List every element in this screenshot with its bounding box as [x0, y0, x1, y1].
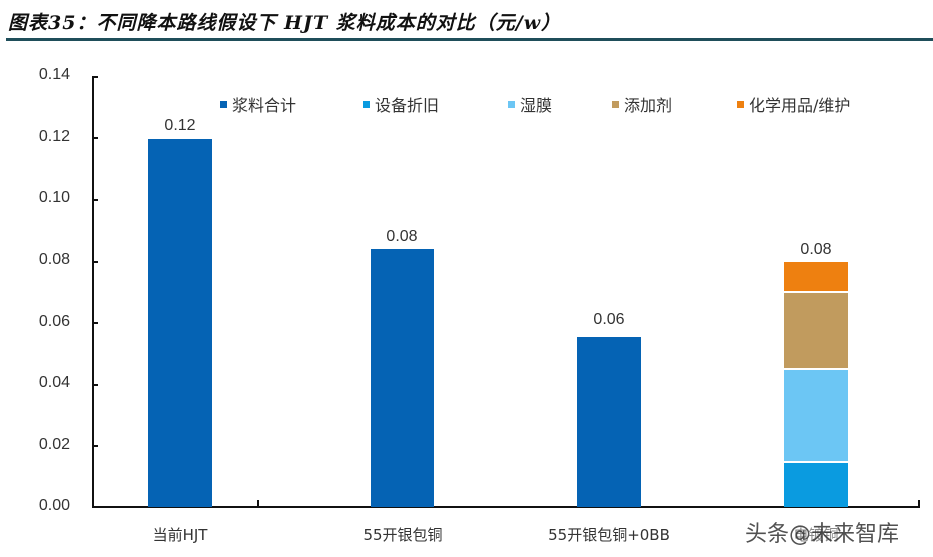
bar-value-label: 0.12 — [164, 117, 196, 134]
legend-item-chemicals-maintenance: 化学用品/维护 — [737, 92, 850, 116]
y-tick — [92, 261, 98, 263]
category-label: 电镀铜 — [793, 526, 839, 544]
title-divider — [6, 38, 933, 41]
legend-item-wet-film: 湿膜 — [508, 92, 612, 116]
legend-swatch-icon — [508, 100, 515, 108]
y-tick — [92, 322, 98, 324]
x-tick — [257, 500, 259, 507]
legend-label: 添加剂 — [624, 96, 673, 115]
legend-item-equipment-depreciation: 设备折旧 — [363, 92, 508, 116]
legend-item-additives: 添加剂 — [612, 92, 737, 116]
x-tick — [918, 500, 920, 507]
category-label: 55开银包铜+0BB — [548, 526, 670, 544]
y-tick-label: 0.10 — [38, 189, 70, 206]
y-tick-label: 0.08 — [38, 251, 70, 268]
y-tick — [92, 137, 98, 139]
chart-title: 图表35：不同降本路线假设下 HJT 浆料成本的对比（元/w） — [8, 12, 562, 34]
y-tick-label: 0.12 — [38, 128, 70, 145]
legend-swatch-icon — [737, 100, 744, 108]
x-axis — [92, 506, 920, 508]
legend-label: 设备折旧 — [375, 96, 440, 115]
bar-value-label: 0.06 — [593, 311, 625, 328]
watermark: 头条@未来智库 — [745, 522, 900, 547]
bar-segment-equipment-depreciation — [784, 463, 848, 507]
y-tick — [92, 384, 98, 386]
legend-item-paste-total: 浆料合计 — [220, 92, 363, 116]
legend-swatch-icon — [220, 100, 227, 108]
y-tick-label: 0.02 — [38, 436, 70, 453]
y-axis — [92, 76, 94, 508]
legend: 浆料合计 设备折旧 湿膜 添加剂 化学用品/维护 — [220, 92, 850, 116]
bar-segment-chemicals-maintenance — [784, 262, 848, 291]
y-tick-label: 0.14 — [38, 66, 70, 83]
legend-label: 浆料合计 — [232, 96, 297, 115]
y-tick — [92, 199, 98, 201]
y-tick — [92, 445, 98, 447]
bar-55-silver-coated-copper — [371, 249, 434, 507]
bar-value-label: 0.08 — [800, 241, 832, 258]
category-label: 55开银包铜 — [363, 526, 443, 544]
y-tick-label: 0.04 — [38, 374, 70, 391]
bar-value-label: 0.08 — [386, 228, 418, 245]
y-tick — [92, 76, 98, 78]
legend-label: 湿膜 — [520, 96, 553, 115]
legend-swatch-icon — [612, 100, 619, 108]
y-tick-label: 0.06 — [38, 313, 70, 330]
bar-segment-additives — [784, 293, 848, 368]
category-label: 当前HJT — [152, 526, 208, 544]
legend-label: 化学用品/维护 — [749, 96, 851, 115]
bar-55-silver-coated-copper-0bb — [577, 337, 641, 507]
bar-segment-wet-film — [784, 370, 848, 461]
legend-swatch-icon — [363, 100, 370, 108]
y-tick-label: 0.00 — [38, 497, 70, 514]
bar-current-hjt — [148, 139, 212, 507]
